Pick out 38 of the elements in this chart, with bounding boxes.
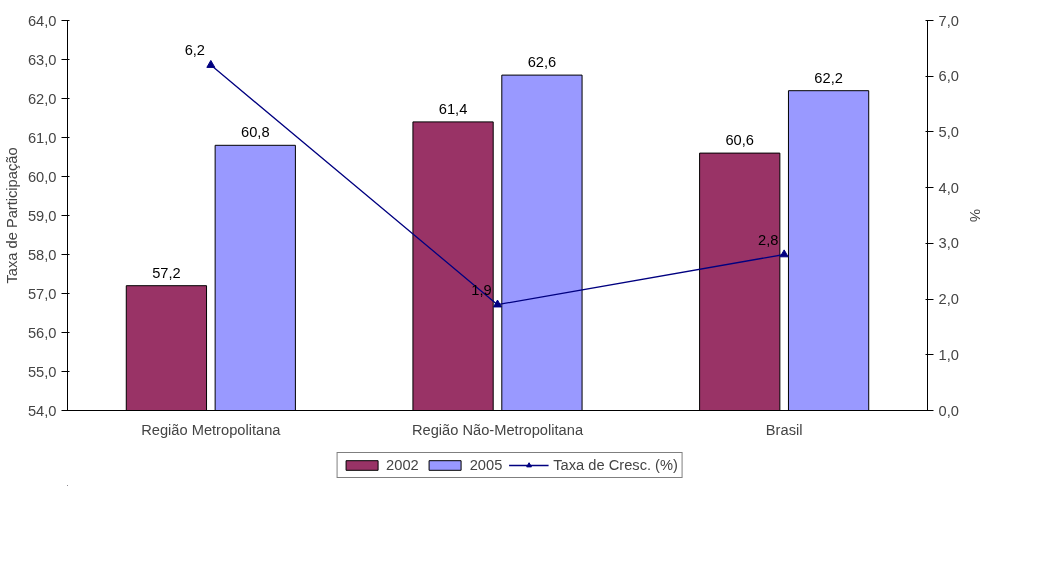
point [206,59,216,68]
y-tick-label: 55,0 [27,363,57,380]
y-tick-label: 64,0 [27,12,57,29]
point [493,299,502,308]
y2-tick-label: 7,0 [938,12,959,29]
y-tick-label: 59,0 [27,207,57,224]
y-tick-label: 57,0 [27,285,57,302]
y2-tick-label: 1,0 [938,346,959,363]
data-label: 6,2 [184,42,206,59]
y2-axis-title: % [966,208,983,223]
point [779,249,789,258]
data-label: 57,2 [152,264,181,281]
y2-tick-label: 0,0 [938,402,959,419]
data-label: 62,2 [814,69,843,86]
y-tick-label: 62,0 [27,90,57,107]
y2-tick-label: 3,0 [938,235,959,252]
data-label: 2,8 [757,231,779,248]
y2-tick-label: 6,0 [938,68,959,85]
y-tick-label: 58,0 [27,246,57,263]
y2-tick-label: 2,0 [938,291,959,308]
y-tick-label: 54,0 [27,402,57,419]
y-tick-label: 61,0 [27,129,57,146]
y-tick-label: 60,0 [27,168,57,185]
data-label: 62,6 [527,54,557,71]
data-label: 61,4 [438,100,468,117]
data-label: 60,6 [725,132,754,149]
y2-tick-label: 4,0 [938,179,959,196]
x-tick-label: Região Não-Metropolitana [411,421,584,438]
x-tick-label: Região Metropolitana [141,421,282,438]
y2-tick-label: 5,0 [938,123,959,140]
legend-label: 2002 [386,457,419,473]
legend-label: Taxa de Cresc. (%) [553,457,678,473]
data-label: 60,8 [241,124,270,141]
x-tick-label: Brasil [765,421,803,438]
y-tick-label: 56,0 [27,324,57,341]
y-tick-label: 63,0 [27,51,57,68]
legend-label: 2005 [469,457,503,473]
y-axis-title: Taxa de Participação [3,147,20,284]
